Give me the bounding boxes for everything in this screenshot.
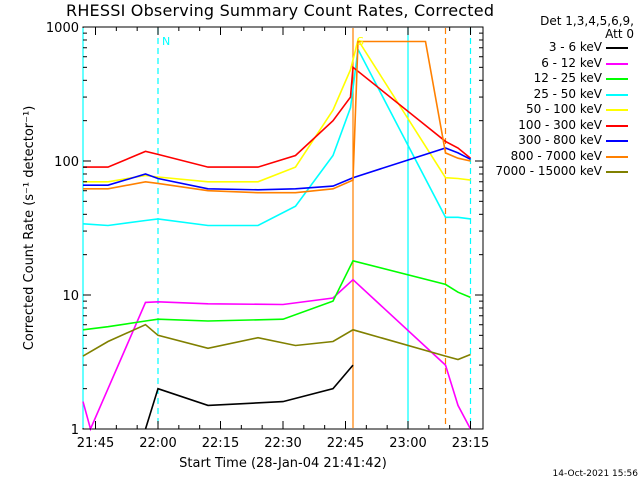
legend-item: 6 - 12 keV: [480, 55, 634, 70]
legend-item-label: 300 - 800 keV: [518, 133, 602, 147]
legend-item: 3 - 6 keV: [480, 41, 634, 54]
legend-item-label: 3 - 6 keV: [548, 40, 602, 54]
legend-swatch: [606, 155, 628, 158]
flag-label-1: S: [357, 35, 364, 48]
legend-item: 25 - 50 keV: [480, 86, 634, 101]
series-line-8: [82, 323, 471, 361]
series-line-2: [82, 259, 471, 331]
y-tick-label-3: 1000: [46, 21, 79, 36]
attenuator-lines: [82, 28, 472, 428]
legend-item: 50 - 100 keV: [480, 103, 634, 116]
legend-item-label: 12 - 25 keV: [533, 71, 602, 85]
series-line-3: [82, 46, 471, 227]
x-tick-label-0: 21:45: [77, 436, 114, 451]
y-ticks: 1 10 100 1000: [46, 21, 483, 438]
x-tick-label-4: 22:45: [327, 436, 364, 451]
y-tick-label-0: 1: [71, 423, 79, 438]
x-axis-label: Start Time (28-Jan-04 21:41:42): [179, 456, 387, 471]
series-line-4: [83, 38, 471, 183]
legend-swatch: [606, 124, 628, 127]
x-tick-label-6: 23:15: [452, 436, 489, 451]
legend-swatch: [606, 47, 628, 49]
footer-timestamp: 14-Oct-2021 15:56: [552, 469, 638, 479]
y-axis-label: Corrected Count Rate (s⁻¹ detector⁻¹): [22, 106, 37, 351]
x-tick-label-5: 23:00: [389, 436, 426, 451]
x-ticks: 21:45 22:00 22:15 22:30 22:45 23:00 23:15: [77, 27, 489, 451]
legend-detector-line: Det 1,3,4,5,6,9,: [540, 14, 634, 28]
series-line-7: [83, 40, 471, 194]
legend-item: 800 - 7000 keV: [480, 148, 634, 163]
legend-item-label: 6 - 12 keV: [541, 55, 602, 70]
legend-item-label: 100 - 300 keV: [518, 117, 602, 132]
legend-swatch: [606, 93, 628, 96]
plot-frame: [82, 26, 484, 430]
x-tick-label-3: 22:30: [264, 436, 301, 451]
legend-item: 7000 - 15000 keV: [480, 165, 634, 178]
legend-attenuator-line: Att 0: [605, 27, 634, 41]
x-tick-label-1: 22:00: [139, 436, 176, 451]
legend-item: 300 - 800 keV: [480, 134, 634, 147]
legend-item-label: 7000 - 15000 keV: [495, 164, 602, 178]
y-tick-label-2: 100: [54, 155, 79, 170]
chart-title: RHESSI Observing Summary Count Rates, Co…: [66, 1, 495, 20]
legend-swatch: [606, 109, 628, 111]
series-lines: [82, 38, 472, 432]
series-line-5: [83, 65, 472, 168]
legend-swatch: [606, 62, 628, 65]
y-tick-label-1: 10: [62, 289, 79, 304]
flag-label-0: N: [162, 35, 170, 48]
x-tick-label-2: 22:15: [202, 436, 239, 451]
legend-swatch: [606, 78, 628, 80]
legend-swatch: [606, 140, 628, 142]
legend-item-label: 50 - 100 keV: [525, 102, 602, 116]
series-line-1: [82, 278, 472, 432]
legend-item-label: 25 - 50 keV: [533, 86, 602, 101]
legend-swatch: [606, 171, 628, 173]
legend-item: 12 - 25 keV: [480, 72, 634, 85]
legend-item: 100 - 300 keV: [480, 117, 634, 132]
series-line-0: [144, 364, 354, 430]
legend-item-label: 800 - 7000 keV: [510, 148, 602, 163]
series-line-6: [83, 147, 471, 191]
